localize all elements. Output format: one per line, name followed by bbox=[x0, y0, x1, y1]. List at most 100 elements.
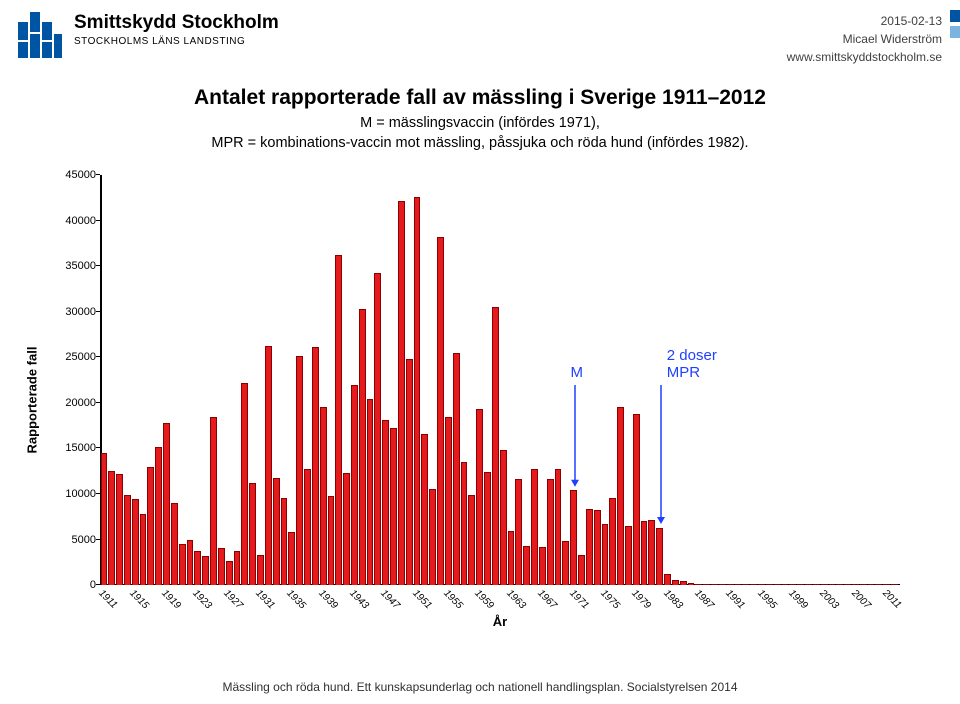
bar bbox=[656, 528, 663, 585]
bar bbox=[476, 409, 483, 585]
bar bbox=[813, 584, 820, 585]
bars-container bbox=[100, 175, 900, 585]
x-tick-label: 1951 bbox=[410, 588, 434, 612]
bar bbox=[625, 526, 632, 585]
bar bbox=[500, 450, 507, 585]
bar bbox=[179, 544, 186, 585]
bar bbox=[648, 520, 655, 585]
bar bbox=[453, 353, 460, 585]
bar bbox=[202, 556, 209, 585]
y-tick-label: 15000 bbox=[65, 442, 100, 454]
bar bbox=[680, 581, 687, 586]
y-tick-label: 25000 bbox=[65, 351, 100, 363]
bar bbox=[868, 584, 875, 585]
bar bbox=[281, 498, 288, 585]
bar bbox=[194, 551, 201, 586]
y-tick-label: 20000 bbox=[65, 397, 100, 409]
bar bbox=[742, 584, 749, 585]
bar bbox=[492, 307, 499, 585]
bar bbox=[774, 584, 781, 585]
bar bbox=[703, 584, 710, 585]
bar bbox=[359, 309, 366, 585]
bar bbox=[782, 584, 789, 585]
bar bbox=[296, 356, 303, 586]
bar bbox=[461, 462, 468, 585]
bar bbox=[719, 584, 726, 585]
y-tick-label: 40000 bbox=[65, 215, 100, 227]
bar bbox=[147, 467, 154, 585]
bar bbox=[602, 524, 609, 585]
logo-subtitle: STOCKHOLMS LÄNS LANDSTING bbox=[74, 36, 279, 47]
y-tick-label: 30000 bbox=[65, 306, 100, 318]
bar bbox=[437, 237, 444, 585]
x-tick-label: 1943 bbox=[347, 588, 371, 612]
slide-url: www.smittskyddstockholm.se bbox=[787, 48, 942, 66]
bar bbox=[727, 584, 734, 585]
bar bbox=[445, 417, 452, 585]
bar bbox=[335, 255, 342, 585]
bar bbox=[711, 584, 718, 585]
annotation-arrow bbox=[656, 385, 666, 524]
bar bbox=[249, 483, 256, 585]
y-tick-label: 5000 bbox=[72, 534, 100, 546]
bar bbox=[766, 584, 773, 585]
bar bbox=[163, 423, 170, 585]
bar bbox=[273, 478, 280, 586]
bar bbox=[398, 201, 405, 585]
bar bbox=[390, 428, 397, 585]
bar bbox=[132, 499, 139, 585]
bar bbox=[374, 273, 381, 586]
x-tick-label: 1927 bbox=[222, 588, 246, 612]
bar bbox=[382, 420, 389, 585]
x-tick-label: 1911 bbox=[96, 588, 119, 611]
bar bbox=[343, 473, 350, 585]
logo-icon bbox=[18, 12, 64, 58]
x-tick-label: 1931 bbox=[253, 588, 277, 612]
bar bbox=[429, 489, 436, 586]
bar bbox=[570, 490, 577, 585]
x-tick-label: 1923 bbox=[190, 588, 214, 612]
x-tick-label: 1971 bbox=[567, 588, 591, 612]
bar bbox=[860, 584, 867, 585]
x-tick-label: 1995 bbox=[755, 588, 779, 612]
x-tick-label: 1935 bbox=[284, 588, 308, 612]
x-tick-label: 1979 bbox=[629, 588, 653, 612]
bar bbox=[672, 580, 679, 585]
logo-title: Smittskydd Stockholm bbox=[74, 12, 279, 34]
bar bbox=[484, 472, 491, 585]
bar bbox=[523, 546, 530, 585]
logo-block: Smittskydd Stockholm STOCKHOLMS LÄNS LAN… bbox=[18, 12, 279, 58]
bar bbox=[155, 447, 162, 585]
bar bbox=[515, 479, 522, 586]
bar bbox=[210, 417, 217, 585]
bar bbox=[531, 469, 538, 585]
x-tick-label: 1999 bbox=[786, 588, 810, 612]
bar bbox=[891, 584, 898, 585]
bar bbox=[555, 469, 562, 586]
bar bbox=[304, 469, 311, 585]
bar bbox=[187, 540, 194, 586]
footer-citation: Mässling och röda hund. Ett kunskapsunde… bbox=[0, 680, 960, 694]
slide-date: 2015-02-13 bbox=[787, 12, 942, 30]
x-tick-label: 1975 bbox=[598, 588, 622, 612]
x-tick-label: 1967 bbox=[535, 588, 559, 612]
x-tick-label: 1963 bbox=[504, 588, 528, 612]
bar bbox=[320, 407, 327, 586]
bar bbox=[578, 555, 585, 585]
x-tick-label: 1991 bbox=[724, 588, 748, 612]
bar bbox=[633, 414, 640, 585]
bar bbox=[414, 197, 421, 585]
bar bbox=[124, 495, 131, 585]
subtitle: M = mässlingsvaccin (infördes 1971),MPR … bbox=[40, 114, 920, 153]
y-tick-label: 45000 bbox=[65, 169, 100, 181]
bar bbox=[234, 551, 241, 586]
bar bbox=[617, 407, 624, 586]
bar bbox=[218, 548, 225, 585]
chart-annotation: 2 doserMPR bbox=[667, 347, 717, 381]
bar bbox=[421, 434, 428, 585]
y-tick-label: 10000 bbox=[65, 488, 100, 500]
bar bbox=[829, 584, 836, 585]
bar bbox=[547, 479, 554, 586]
bar bbox=[797, 584, 804, 585]
bar bbox=[406, 359, 413, 585]
